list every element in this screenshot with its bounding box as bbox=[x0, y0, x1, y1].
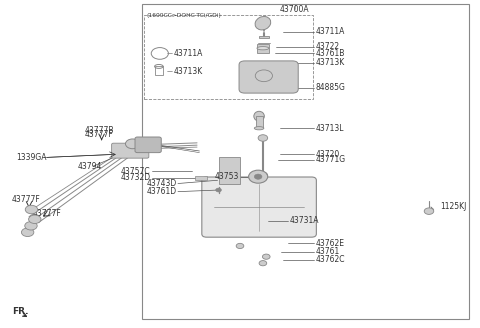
Text: 43713K: 43713K bbox=[174, 67, 203, 76]
Text: 43777F: 43777F bbox=[12, 195, 41, 204]
Circle shape bbox=[424, 208, 434, 215]
Text: 43711A: 43711A bbox=[315, 27, 345, 36]
Ellipse shape bbox=[254, 111, 264, 121]
Circle shape bbox=[259, 260, 267, 266]
Circle shape bbox=[254, 174, 262, 179]
Text: 43762C: 43762C bbox=[315, 256, 345, 264]
Text: 43722: 43722 bbox=[315, 42, 339, 51]
Text: 43777F: 43777F bbox=[33, 209, 61, 218]
Text: 43757C: 43757C bbox=[120, 167, 150, 176]
Text: 43794: 43794 bbox=[78, 162, 102, 171]
Text: 1339GA: 1339GA bbox=[17, 153, 47, 162]
Text: 43711A: 43711A bbox=[174, 49, 203, 58]
Text: (1600CC>DOHC-TCi/GDi): (1600CC>DOHC-TCi/GDi) bbox=[147, 12, 222, 18]
Bar bbox=[257, 44, 269, 53]
Text: 43761D: 43761D bbox=[146, 187, 177, 196]
FancyBboxPatch shape bbox=[239, 61, 298, 93]
Text: 43732D: 43732D bbox=[120, 173, 150, 182]
FancyBboxPatch shape bbox=[112, 143, 149, 158]
Circle shape bbox=[216, 188, 221, 192]
Bar bbox=[218, 157, 240, 183]
Text: 84885G: 84885G bbox=[315, 83, 345, 92]
Text: 43753: 43753 bbox=[214, 172, 239, 181]
Circle shape bbox=[25, 222, 37, 230]
Text: 43771G: 43771G bbox=[315, 155, 346, 164]
Bar bbox=[155, 67, 163, 74]
Circle shape bbox=[25, 205, 37, 214]
Text: 43700A: 43700A bbox=[280, 5, 310, 14]
Ellipse shape bbox=[255, 16, 271, 30]
Text: 1125KJ: 1125KJ bbox=[441, 202, 467, 212]
Text: 43713K: 43713K bbox=[315, 58, 345, 67]
Circle shape bbox=[125, 139, 140, 149]
FancyBboxPatch shape bbox=[202, 177, 316, 237]
Text: 43761: 43761 bbox=[315, 247, 340, 256]
Text: 43762E: 43762E bbox=[315, 238, 345, 248]
Text: 43731A: 43731A bbox=[289, 216, 319, 225]
Text: FR.: FR. bbox=[12, 307, 28, 317]
Circle shape bbox=[29, 215, 41, 223]
Text: 43720: 43720 bbox=[315, 150, 340, 159]
Text: 43761B: 43761B bbox=[315, 49, 345, 58]
Bar bbox=[259, 36, 269, 38]
Circle shape bbox=[263, 254, 270, 259]
Circle shape bbox=[249, 170, 268, 183]
FancyBboxPatch shape bbox=[135, 137, 161, 153]
Circle shape bbox=[258, 172, 268, 179]
Circle shape bbox=[22, 228, 34, 236]
Circle shape bbox=[258, 135, 268, 141]
Ellipse shape bbox=[254, 127, 264, 130]
Text: 43777F: 43777F bbox=[85, 130, 114, 139]
Text: 43743D: 43743D bbox=[146, 179, 177, 188]
Bar bbox=[256, 115, 263, 128]
Bar bbox=[142, 4, 469, 319]
Circle shape bbox=[236, 243, 244, 249]
Text: 43777B: 43777B bbox=[85, 126, 114, 135]
Bar bbox=[195, 176, 206, 180]
Ellipse shape bbox=[257, 47, 269, 50]
Text: 43713L: 43713L bbox=[315, 124, 344, 133]
Bar bbox=[144, 15, 313, 99]
